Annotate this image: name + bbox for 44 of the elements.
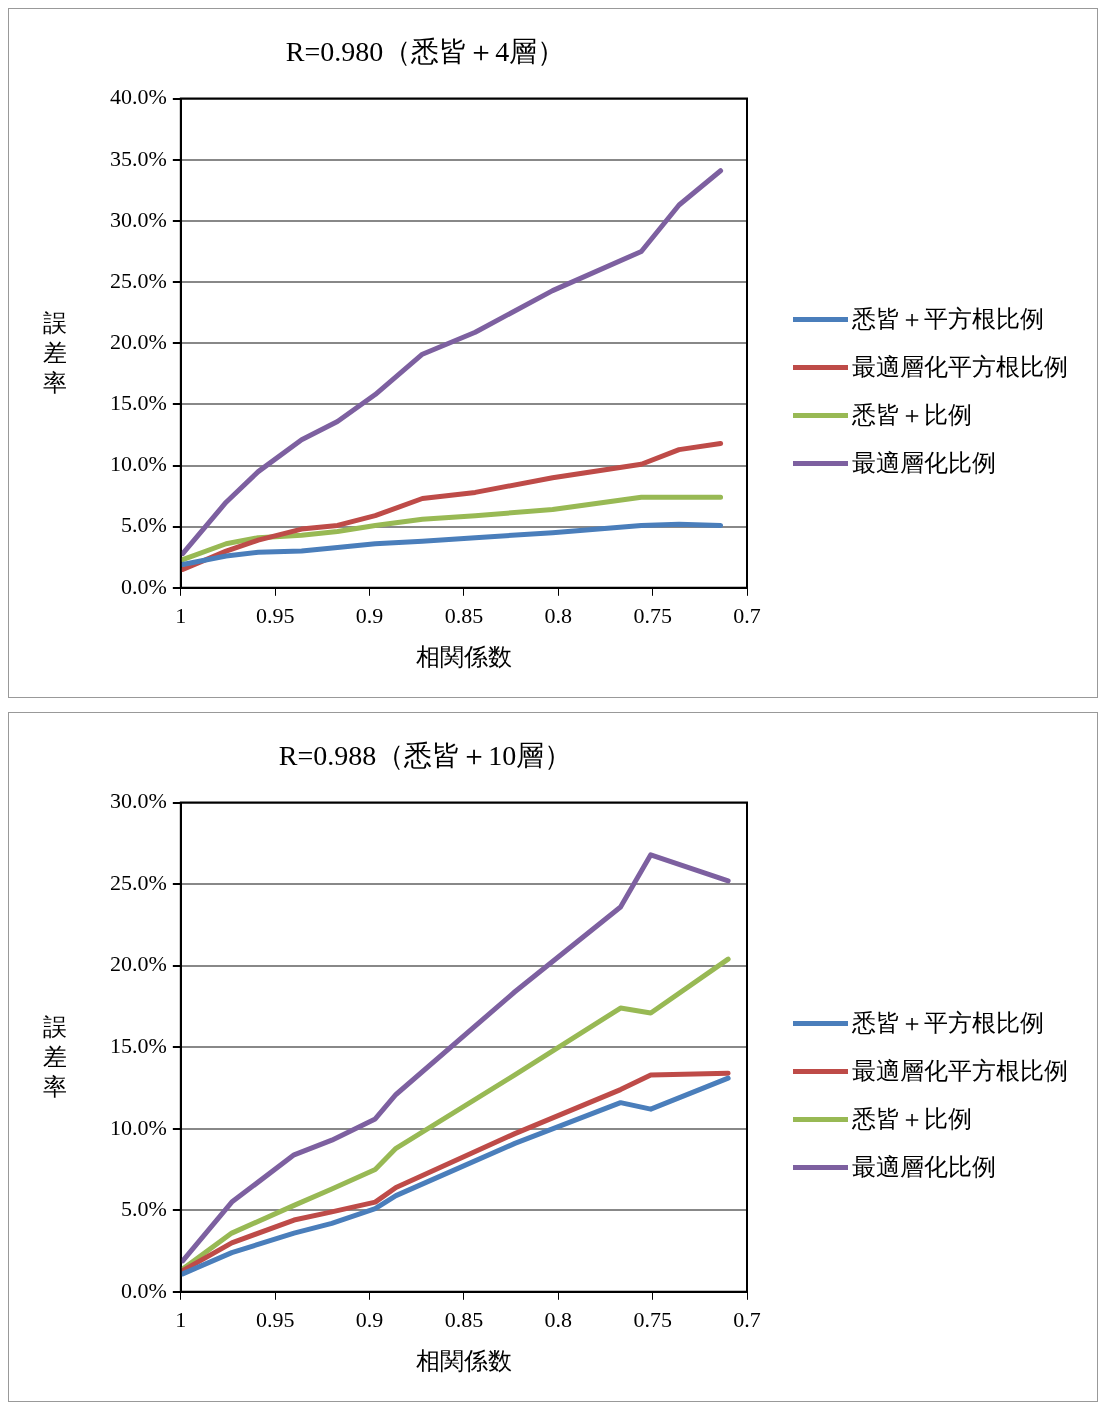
legend-label: 悉皆＋比例 [852,1105,972,1134]
legend-label: 悉皆＋平方根比例 [852,1009,1044,1038]
x-tick-label: 0.95 [255,1306,295,1332]
x-tick-label: 1 [175,1306,187,1332]
chart-title: R=0.980（悉皆＋4層） [285,36,566,68]
legend-label: 最適層化平方根比例 [852,1057,1068,1086]
legend-label: 悉皆＋平方根比例 [852,305,1044,334]
y-tick-label: 25.0% [110,267,167,293]
x-tick-label: 0.7 [733,1306,761,1332]
y-tick-label: 15.0% [110,1032,167,1058]
legend-label: 悉皆＋比例 [852,401,972,430]
y-tick-label: 10.0% [110,451,167,477]
x-tick-label: 0.9 [355,1306,384,1332]
y-tick-label: 5.0% [121,512,167,538]
y-tick-label: 5.0% [121,1196,167,1222]
x-axis-title: 相関係数 [415,1347,512,1374]
y-tick-label: 20.0% [110,951,167,977]
x-tick-label: 1 [175,602,187,628]
x-tick-label: 0.8 [544,1306,573,1332]
legend-label: 最適層化比例 [852,1153,996,1182]
y-tick-label: 25.0% [110,869,167,895]
x-tick-label: 0.7 [733,602,761,628]
y-tick-label: 30.0% [110,788,167,814]
y-axis-title: 誤差率 [43,1013,68,1102]
y-tick-label: 10.0% [110,1114,167,1140]
legend-label: 最適層化平方根比例 [852,353,1068,382]
y-tick-label: 0.0% [121,573,167,599]
x-tick-label: 0.85 [444,602,484,628]
x-tick-label: 0.85 [444,1306,484,1332]
x-axis-title: 相関係数 [415,643,512,670]
y-tick-label: 15.0% [110,390,167,416]
x-tick-label: 0.95 [255,602,295,628]
y-tick-label: 0.0% [121,1277,167,1303]
y-tick-label: 20.0% [110,328,167,354]
x-tick-label: 0.9 [355,602,384,628]
legend-label: 最適層化比例 [852,449,996,478]
y-tick-label: 35.0% [110,145,167,171]
x-tick-label: 0.75 [633,1306,672,1332]
chart-title: R=0.988（悉皆＋10層） [278,740,573,772]
x-tick-label: 0.8 [544,602,573,628]
y-tick-label: 40.0% [110,84,167,110]
y-tick-label: 30.0% [110,206,167,232]
y-axis-title: 誤差率 [43,309,68,398]
x-tick-label: 0.75 [633,602,672,628]
